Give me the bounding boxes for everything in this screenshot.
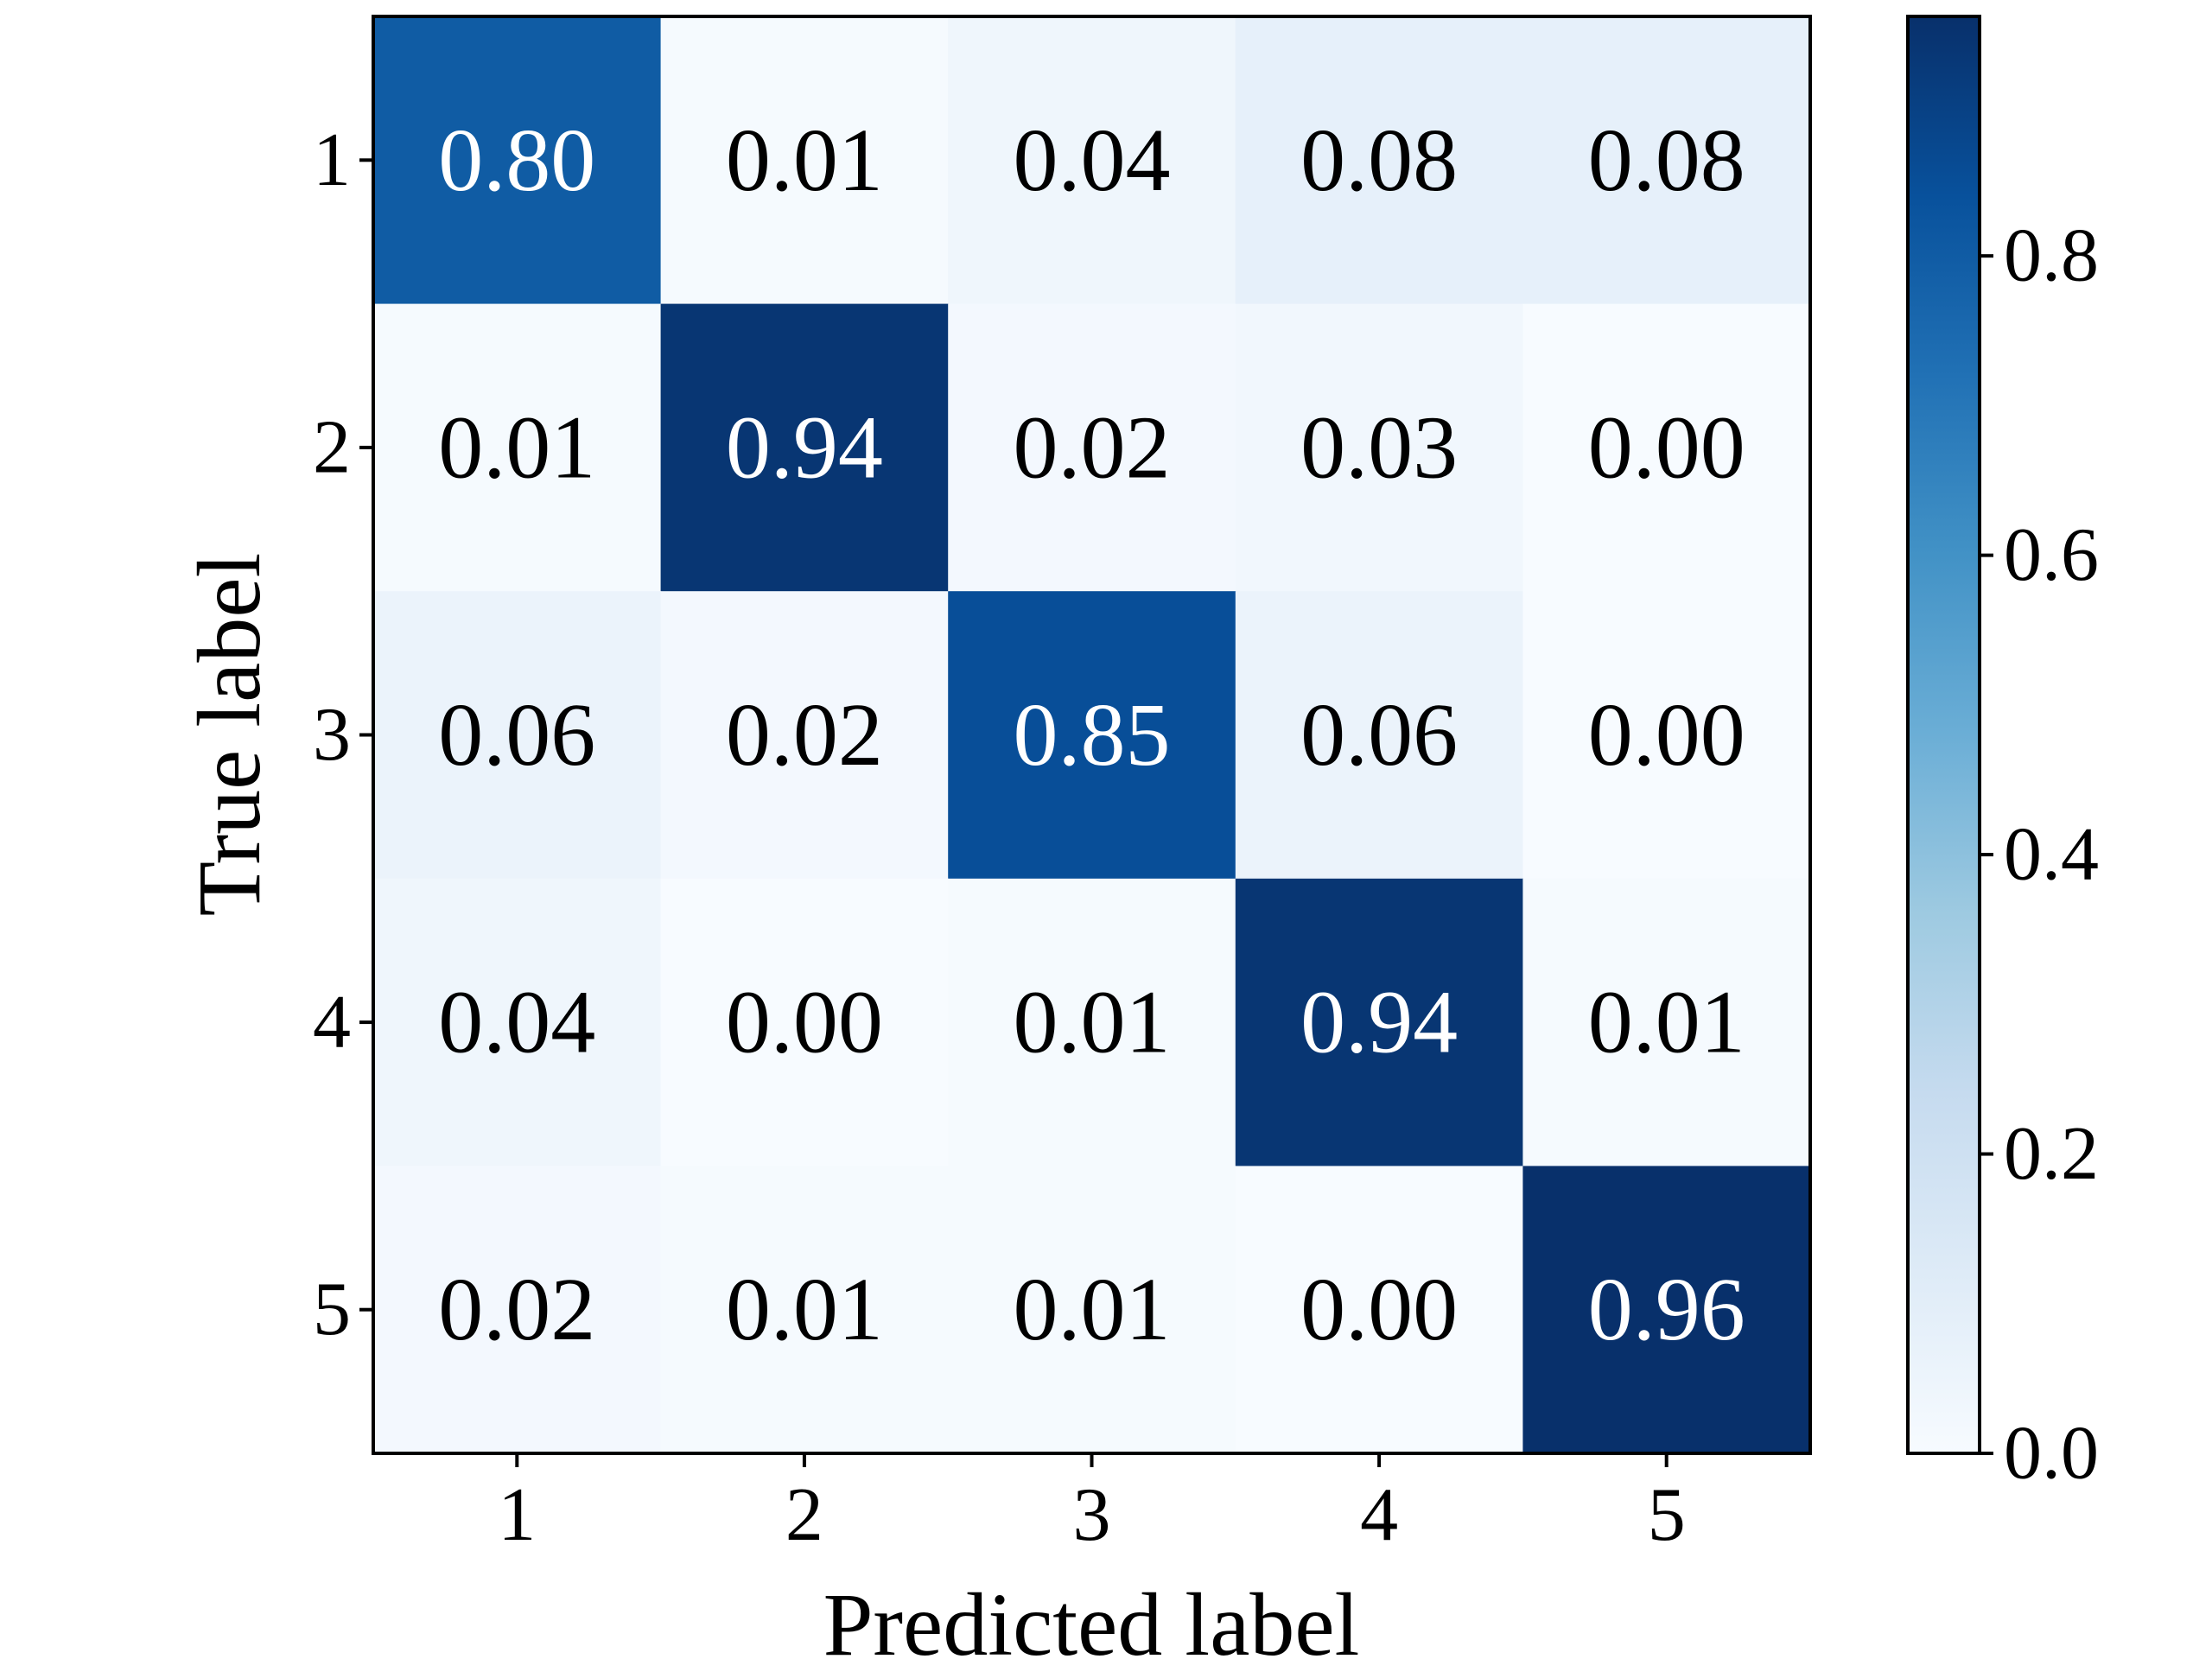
heatmap-cell — [948, 878, 1236, 1166]
heatmap-cell — [1522, 16, 1811, 305]
cell-value-label: 0.03 — [1300, 397, 1458, 497]
heatmap-cell — [660, 1166, 949, 1454]
colorbar-tick-label: 0.4 — [2004, 813, 2099, 897]
heatmap-cell — [1522, 591, 1811, 880]
heatmap-cell — [948, 303, 1236, 592]
cell-value-label: 0.96 — [1588, 1260, 1745, 1359]
cell-value-label: 0.85 — [1014, 685, 1171, 785]
colorbar-frame — [1906, 15, 1981, 1455]
heatmap-cell — [373, 878, 662, 1166]
cell-value-label: 0.02 — [726, 685, 883, 785]
x-tick-label: 3 — [1073, 1473, 1111, 1557]
colorbar-tick-label: 0.2 — [2004, 1112, 2099, 1196]
x-axis-ticks: 1 2 3 4 5 — [498, 1453, 1686, 1557]
colorbar-tick-label: 0.6 — [2004, 513, 2099, 597]
heatmap-cells — [373, 16, 1811, 1454]
cell-value-label: 0.00 — [726, 973, 883, 1072]
y-tick-label: 3 — [313, 693, 351, 777]
heatmap-cell — [1235, 591, 1523, 880]
cell-value-label: 0.04 — [438, 973, 595, 1072]
cell-value-label: 0.06 — [1300, 685, 1458, 785]
cell-value-label: 0.02 — [438, 1260, 595, 1359]
heatmap-cell — [1235, 878, 1523, 1166]
heatmap-cell — [948, 591, 1236, 880]
cell-value-label: 0.01 — [438, 397, 595, 497]
colorbar-tick-label: 0.0 — [2004, 1412, 2099, 1496]
heatmap-cell — [1235, 1166, 1523, 1454]
cell-value-label: 0.01 — [1588, 973, 1745, 1072]
cell-value-label: 0.04 — [1014, 111, 1171, 210]
heatmap-cell — [948, 1166, 1236, 1454]
heatmap-cell — [1522, 878, 1811, 1166]
heatmap-cell — [373, 303, 662, 592]
heatmap-cell — [948, 16, 1236, 305]
cell-value-label: 0.01 — [726, 1260, 883, 1359]
colorbar-tick-label: 0.8 — [2004, 214, 2099, 298]
cell-value-label: 0.00 — [1588, 397, 1745, 497]
cell-value-label: 0.06 — [438, 685, 595, 785]
x-tick-label: 4 — [1360, 1473, 1398, 1557]
heatmap-cell — [660, 303, 949, 592]
cell-value-label: 0.00 — [1588, 685, 1745, 785]
heatmap-cell — [373, 591, 662, 880]
y-tick-label: 1 — [313, 118, 351, 202]
y-tick-label: 4 — [313, 981, 351, 1065]
x-tick-label: 5 — [1648, 1473, 1686, 1557]
heatmap-cell — [660, 878, 949, 1166]
cell-value-label: 0.08 — [1588, 111, 1745, 210]
cell-value-label: 0.94 — [1300, 973, 1458, 1072]
heatmap-cell — [373, 1166, 662, 1454]
cell-value-label: 0.08 — [1300, 111, 1458, 210]
cell-value-label: 0.01 — [726, 111, 883, 210]
y-tick-label: 5 — [313, 1268, 351, 1351]
y-axis-ticks: 1 2 3 4 5 — [313, 118, 373, 1351]
colorbar-ticks: 0.0 0.2 0.4 0.6 0.8 — [1980, 214, 2099, 1496]
heatmap-cell — [1235, 16, 1523, 305]
x-tick-label: 1 — [498, 1473, 536, 1557]
x-axis-title: Predicted label — [823, 1575, 1360, 1659]
heatmap-cell — [373, 16, 662, 305]
cell-value-label: 0.94 — [726, 397, 883, 497]
heatmap-cell — [1235, 303, 1523, 592]
cell-value-label: 0.01 — [1014, 1260, 1171, 1359]
colorbar — [1908, 16, 1980, 1453]
cell-value-label: 0.02 — [1014, 397, 1171, 497]
heatmap-cell — [660, 591, 949, 880]
cell-value-label: 0.00 — [1300, 1260, 1458, 1359]
y-tick-label: 2 — [313, 405, 351, 489]
heatmap-cell — [1522, 303, 1811, 592]
heatmap-cell — [1522, 1166, 1811, 1454]
heatmap-cell — [660, 16, 949, 305]
y-axis-title: True label — [180, 553, 279, 917]
x-tick-label: 2 — [785, 1473, 823, 1557]
heatmap-cell-labels: 0.80 0.01 0.04 0.08 0.08 0.01 0.94 0.02 0.03 0.00… — [438, 111, 1745, 1359]
cell-value-label: 0.80 — [438, 111, 595, 210]
cell-value-label: 0.01 — [1014, 973, 1171, 1072]
